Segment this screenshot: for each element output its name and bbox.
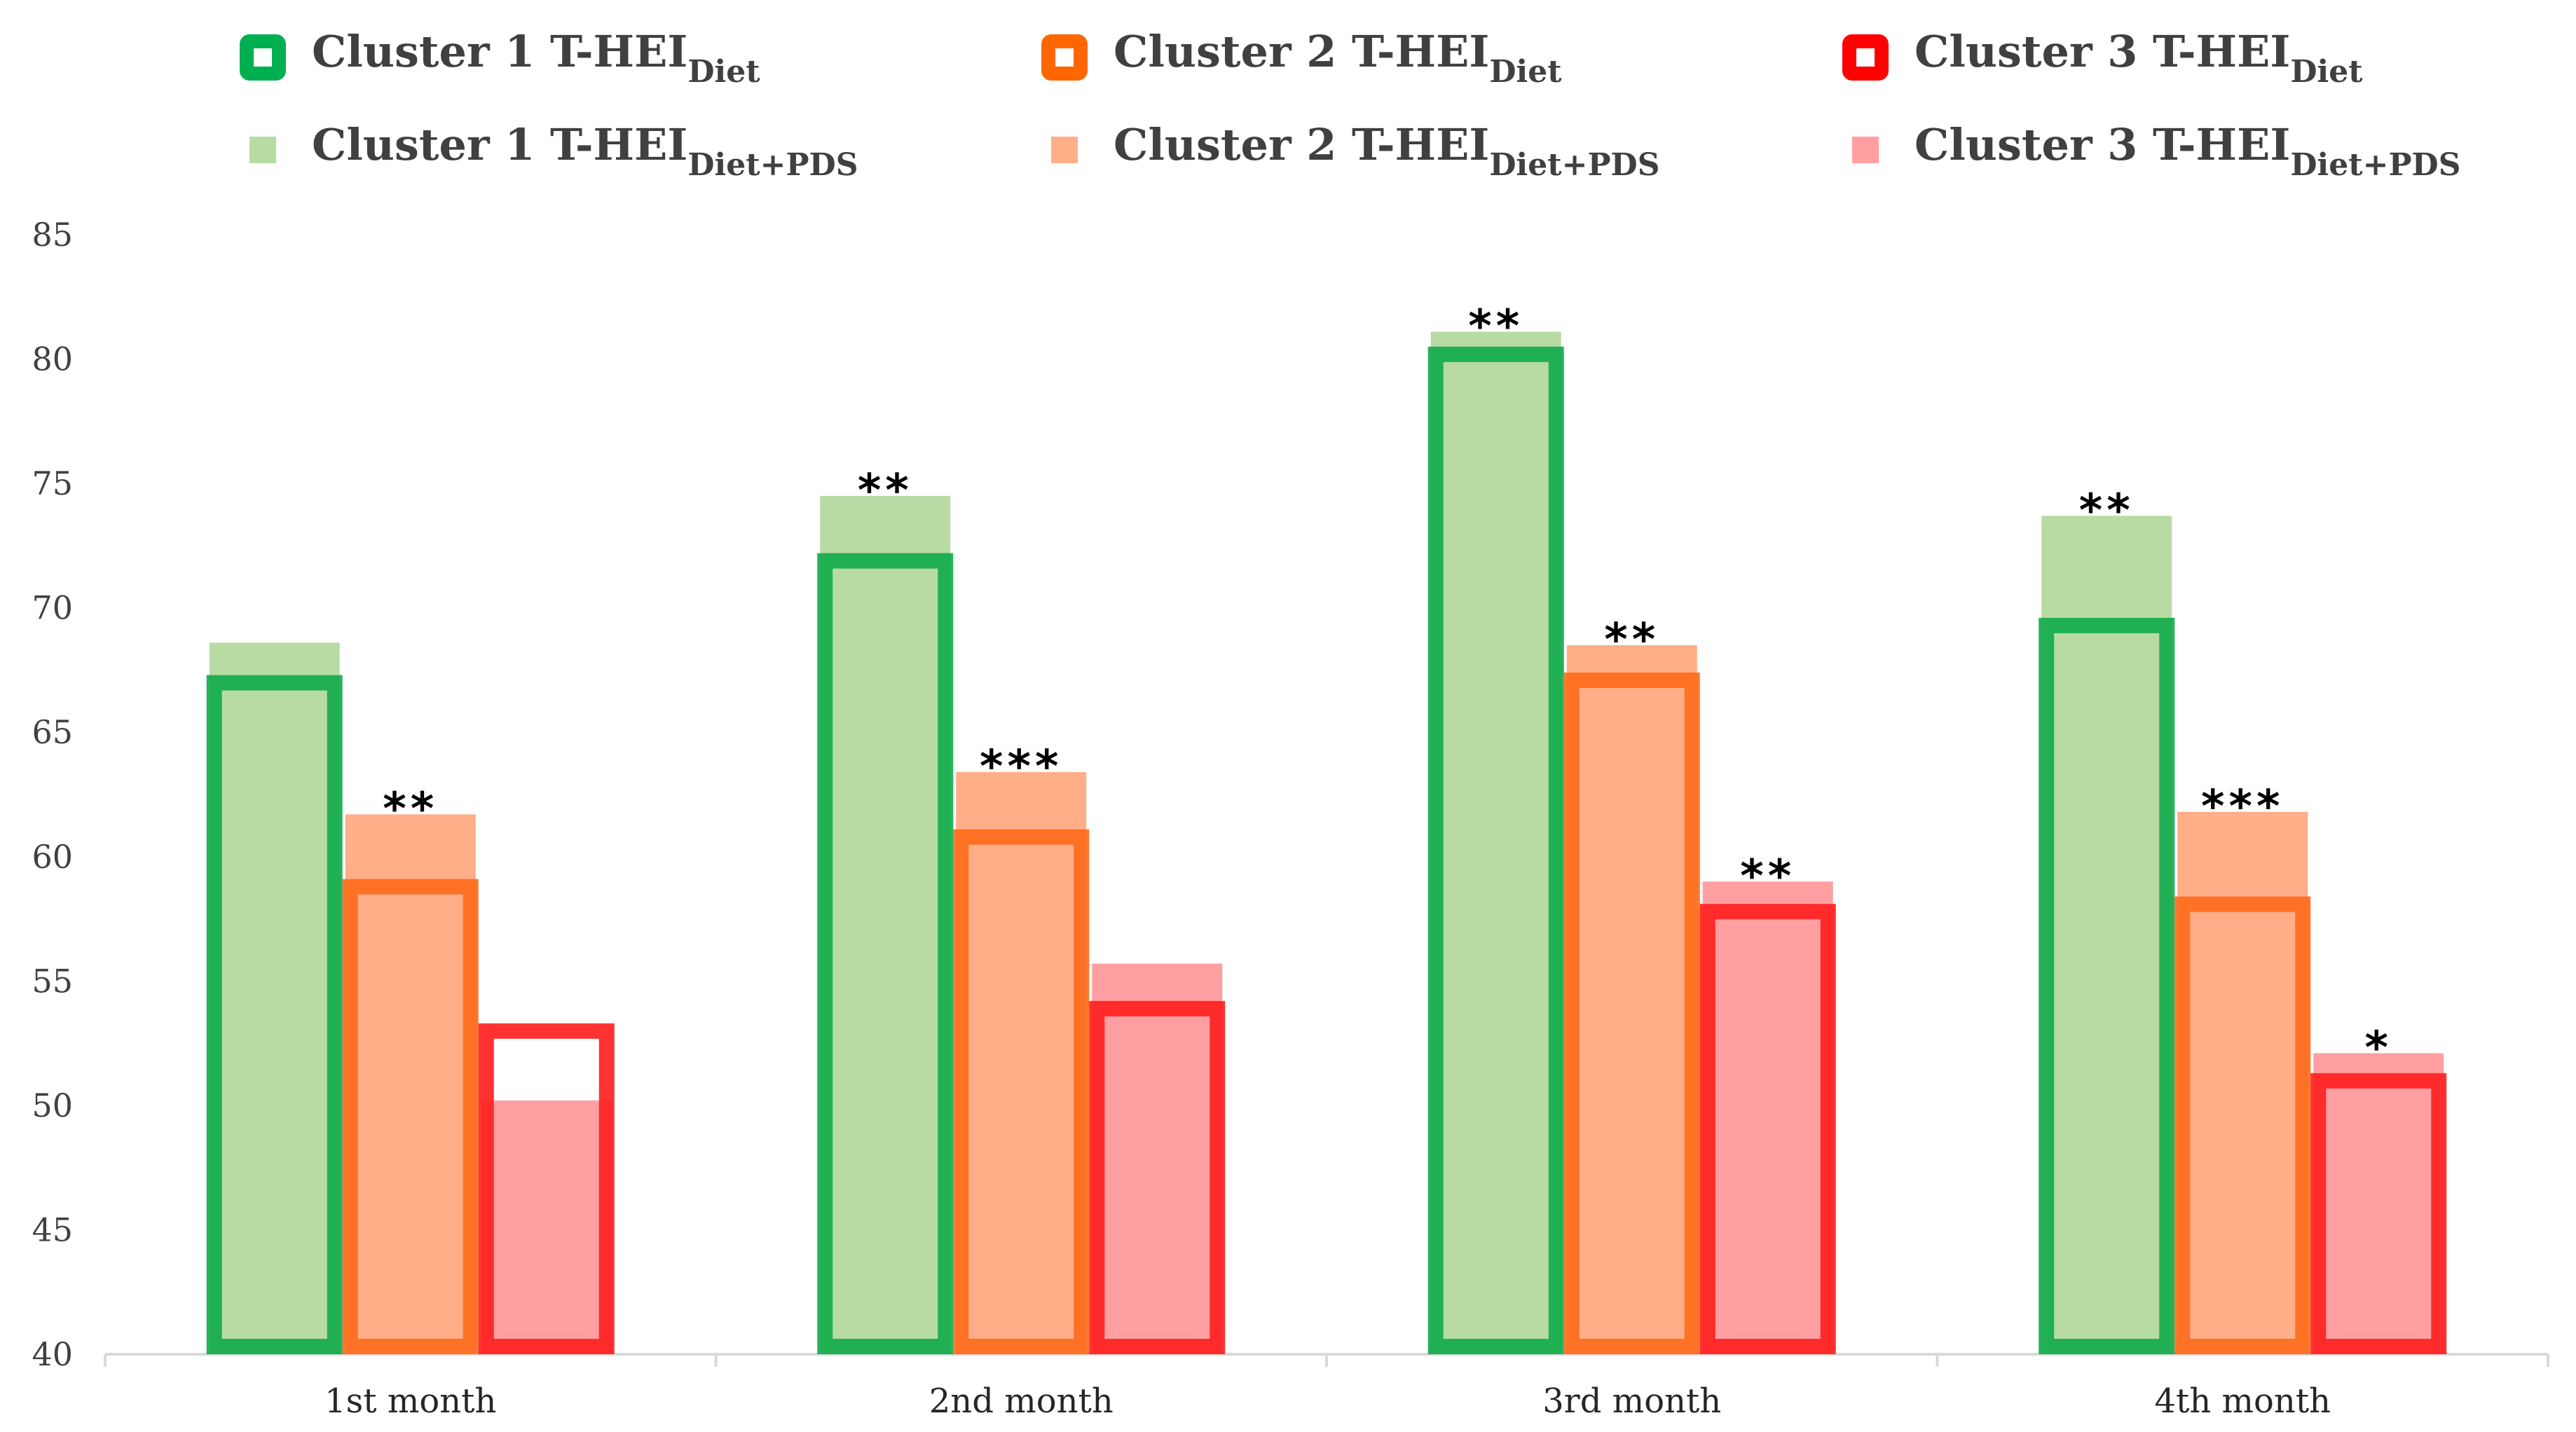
bar-cluster2-diet: [1563, 672, 1700, 1354]
bar-cluster3-diet-pds: [481, 1100, 612, 1354]
y-tick-label: 70: [32, 589, 73, 627]
legend-swatch-outline: [1842, 34, 1889, 81]
bar-cluster2-diet-pds: [2177, 811, 2308, 1354]
bar-cluster1-diet-pds: [2041, 516, 2172, 1354]
bars: [206, 331, 2447, 1355]
legend-item: Cluster 3 T-HEIDiet+PDS: [1852, 119, 2460, 183]
bar-cluster3-diet-pds: [1702, 881, 1833, 1354]
y-tick-label: 75: [32, 464, 73, 502]
bar-cluster2-diet: [953, 829, 1090, 1354]
significance-label: **: [858, 465, 913, 517]
bar-cluster1-diet: [817, 553, 954, 1354]
legend-swatch-fill: [249, 137, 276, 163]
bar-cluster1-diet-pds: [820, 495, 951, 1354]
legend-swatch-fill: [1051, 137, 1078, 163]
y-tick-label: 40: [32, 1335, 73, 1373]
x-tick-label: 3rd month: [1542, 1382, 1721, 1421]
y-tick-label: 55: [32, 962, 73, 1000]
significance-label: **: [2079, 485, 2135, 537]
bar-cluster3-diet: [1089, 1000, 1226, 1354]
bar-cluster2-diet: [342, 879, 479, 1354]
legend-swatch-center: [1862, 54, 1869, 61]
bar-cluster3-diet: [2310, 1073, 2447, 1355]
y-tick-label: 80: [32, 340, 73, 378]
legend-label: Cluster 1 T-HEIDiet+PDS: [312, 119, 858, 183]
bar-cluster1-diet-pds: [209, 642, 340, 1354]
x-axis: 1st month 2nd month 3rd month 4th month: [104, 1353, 2549, 1421]
significance-annotations: *******************: [383, 301, 2392, 1074]
legend-label: Cluster 2 T-HEIDiet+PDS: [1114, 119, 1659, 183]
significance-label: **: [1740, 851, 1795, 902]
x-tick-label: 4th month: [2154, 1382, 2331, 1421]
bar-cluster3-diet-pds: [1092, 963, 1223, 1354]
bar-cluster1-diet-pds: [1430, 331, 1561, 1354]
significance-label: **: [1468, 301, 1523, 352]
legend-swatch-outline: [240, 34, 286, 81]
y-tick-label: 50: [32, 1087, 73, 1124]
x-tick-label: 1st month: [324, 1382, 496, 1421]
y-axis: 40 45 50 55 60 65 70 75 80 85: [32, 216, 73, 1373]
legend-item: Cluster 1 T-HEIDiet: [240, 26, 760, 90]
legend-swatch-center: [1061, 54, 1068, 61]
legend-label: Cluster 3 T-HEIDiet: [1914, 26, 2363, 90]
legend-label: Cluster 2 T-HEIDiet: [1114, 26, 1562, 90]
y-tick-label: 60: [32, 838, 73, 876]
legend-item: Cluster 2 T-HEIDiet: [1041, 26, 1562, 90]
significance-label: ***: [2201, 781, 2284, 833]
legend: Cluster 1 T-HEIDiet Cluster 2 T-HEIDiet Cl…: [240, 26, 2460, 183]
y-tick-label: 65: [32, 713, 73, 751]
legend-swatch-center: [259, 54, 266, 61]
bar-cluster1-diet: [1427, 346, 1564, 1354]
significance-label: **: [383, 783, 438, 835]
legend-item: Cluster 3 T-HEIDiet: [1842, 26, 2363, 90]
y-tick-label: 45: [32, 1211, 73, 1248]
bar-cluster2-diet: [2174, 896, 2311, 1354]
legend-label: Cluster 3 T-HEIDiet+PDS: [1914, 119, 2460, 183]
legend-label: Cluster 1 T-HEIDiet: [312, 26, 760, 90]
x-tick-label: 2nd month: [929, 1382, 1114, 1421]
bar-cluster2-diet-pds: [345, 814, 476, 1354]
legend-item: Cluster 2 T-HEIDiet+PDS: [1051, 119, 1659, 183]
bar-cluster2-diet-pds: [956, 772, 1087, 1354]
bar-cluster1-diet: [2039, 617, 2175, 1354]
legend-swatch-outline: [1041, 34, 1088, 81]
bar-cluster2-diet-pds: [1566, 645, 1697, 1354]
significance-label: *: [2365, 1022, 2392, 1074]
bar-cluster3-diet: [1699, 904, 1836, 1354]
bar-cluster3-diet: [478, 1023, 615, 1355]
legend-item: Cluster 1 T-HEIDiet+PDS: [249, 119, 858, 183]
significance-label: ***: [980, 741, 1062, 793]
bar-cluster1-diet: [206, 675, 343, 1354]
legend-swatch-fill: [1852, 137, 1879, 163]
y-tick-label: 85: [32, 216, 73, 254]
significance-label: **: [1604, 614, 1659, 666]
bar-cluster3-diet-pds: [2313, 1053, 2444, 1354]
